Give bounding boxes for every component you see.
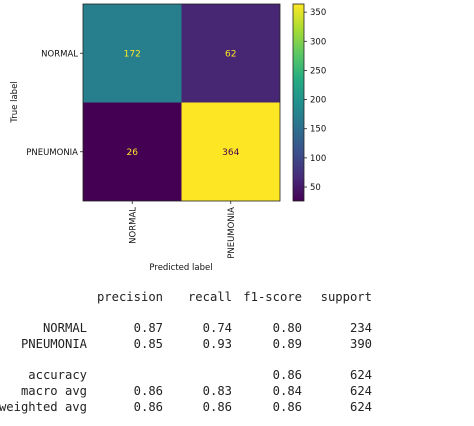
colorbar-tick-label: 250 <box>310 66 326 76</box>
heatmap-cell <box>181 102 280 201</box>
report-value: 0.86 <box>272 368 302 382</box>
cell-value-label: 62 <box>225 49 236 59</box>
cell-value-label: 26 <box>127 148 139 158</box>
colorbar-ticks: 50 100 150 200 250 300 350 <box>304 8 326 193</box>
report-column-header: f1-score <box>243 290 302 304</box>
report-value: 0.93 <box>202 337 232 351</box>
report-value: 624 <box>349 368 372 382</box>
report-column-header: support <box>320 290 372 304</box>
cell-value-label: 172 <box>124 49 141 59</box>
report-value: 0.86 <box>202 400 232 414</box>
colorbar-gradient <box>292 3 305 202</box>
report-row-label: NORMAL <box>42 321 87 335</box>
report-value: 0.80 <box>272 321 302 335</box>
report-value: 0.86 <box>272 400 302 414</box>
heatmap-cell <box>181 4 280 103</box>
x-tick-label: PNEUMONIA <box>227 207 237 259</box>
report-value: 0.87 <box>133 321 163 335</box>
report-column-header: precision <box>96 290 163 304</box>
heatmap-frame <box>82 3 281 202</box>
y-tick-label: NORMAL <box>41 49 78 59</box>
colorbar <box>292 3 305 202</box>
x-axis-title: Predicted label <box>149 263 212 273</box>
heatmap-cell <box>83 4 182 103</box>
heatmap-cell <box>83 102 182 201</box>
classification-report: precision recall f1-score support NORMAL 0.87… <box>0 288 474 420</box>
x-tick-label: NORMAL <box>128 207 138 244</box>
report-value: 0.86 <box>133 400 163 414</box>
report-value: 0.83 <box>202 384 232 398</box>
colorbar-tick-label: 50 <box>310 183 321 193</box>
report-value: 234 <box>349 321 372 335</box>
report-row-label: weighted avg <box>0 400 87 414</box>
report-value: 624 <box>349 384 372 398</box>
report-value: 390 <box>349 337 372 351</box>
y-tick-label: PNEUMONIA <box>26 148 78 158</box>
y-axis-title: True label <box>10 81 20 123</box>
report-value: 0.89 <box>272 337 302 351</box>
colorbar-tick-label: 150 <box>310 125 326 135</box>
report-value: 624 <box>349 400 372 414</box>
report-row-label: macro avg <box>20 384 87 398</box>
report-value: 0.84 <box>272 384 302 398</box>
confusion-matrix-figure: 172 62 26 364 NORMAL PNEUMONIA NORMAL PNEUMONI… <box>10 3 326 273</box>
report-value: 0.74 <box>202 321 232 335</box>
colorbar-tick-label: 300 <box>310 37 326 47</box>
cell-value-label: 364 <box>222 148 239 158</box>
report-row-label: PNEUMONIA <box>20 337 87 351</box>
heatmap-axes: NORMAL PNEUMONIA NORMAL PNEUMONIA <box>26 3 281 259</box>
colorbar-tick-label: 100 <box>310 154 326 164</box>
report-row-label: accuracy <box>28 368 87 382</box>
colorbar-tick-label: 350 <box>310 8 326 18</box>
report-value: 0.86 <box>133 384 163 398</box>
colorbar-tick-label: 200 <box>310 96 326 106</box>
heatmap: 172 62 26 364 <box>83 4 280 201</box>
report-value: 0.85 <box>133 337 163 351</box>
report-column-header: recall <box>187 290 232 304</box>
